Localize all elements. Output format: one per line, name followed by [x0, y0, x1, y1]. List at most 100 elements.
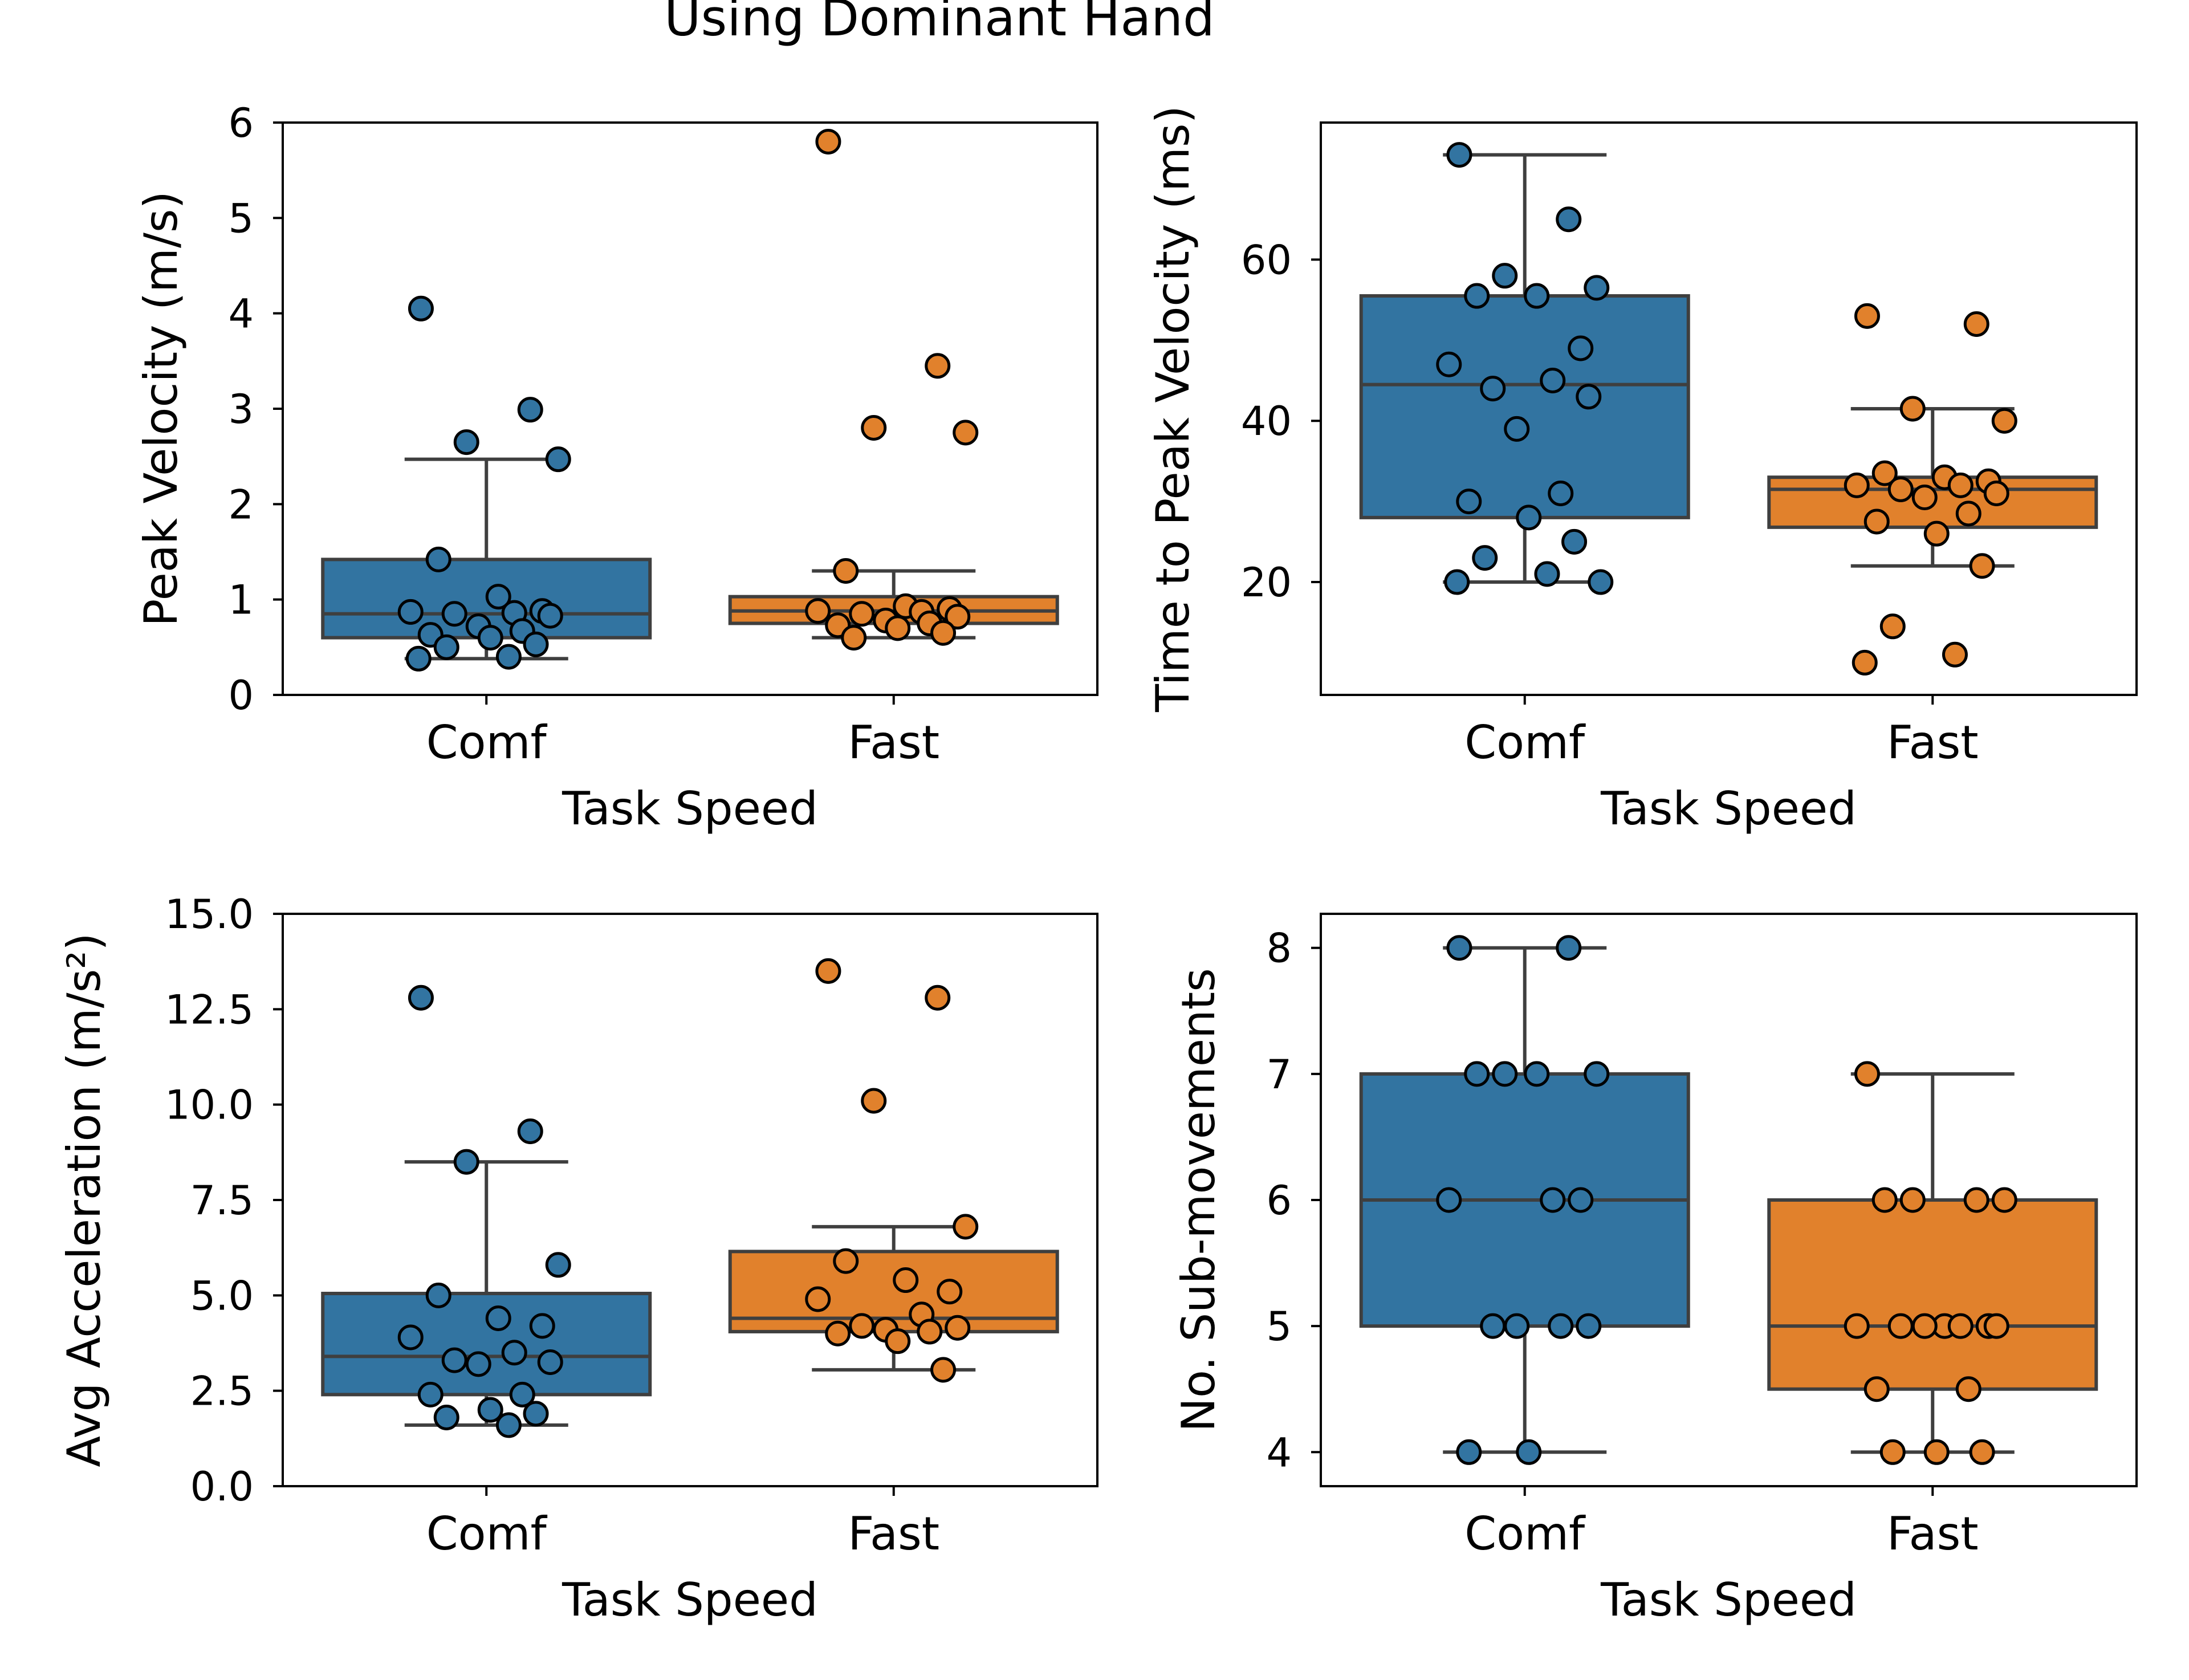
data-point-comf	[1444, 569, 1470, 595]
data-point-comf	[523, 631, 549, 657]
data-point-comf	[1446, 935, 1472, 961]
data-point-comf	[1568, 1187, 1594, 1213]
data-point-fast	[825, 1320, 851, 1347]
data-point-comf	[477, 1397, 503, 1423]
data-point-fast	[930, 1357, 957, 1383]
y-tick-label: 5	[228, 195, 254, 242]
data-point-fast	[893, 1267, 919, 1293]
data-point-comf	[1534, 561, 1560, 587]
data-point-comf	[545, 446, 571, 473]
data-point-fast	[849, 601, 875, 627]
data-point-comf	[1568, 335, 1594, 361]
data-point-comf	[1504, 416, 1530, 442]
data-point-comf	[1576, 384, 1602, 410]
data-point-fast	[1942, 641, 1968, 668]
data-point-fast	[925, 353, 951, 379]
data-point-comf	[1548, 1313, 1574, 1339]
subplot-avg-acceleration: 0.0 2.5 5.0 7.5 10.0 12.5 15.0 Comf Fast Task Spe…	[58, 891, 1098, 1626]
y-tick-label: 0.0	[190, 1463, 254, 1510]
data-point-fast	[1879, 1439, 1906, 1465]
data-point-fast	[1923, 520, 1950, 547]
data-point-comf	[1456, 489, 1482, 515]
y-tick-label: 4	[228, 291, 254, 337]
data-point-fast	[1879, 613, 1906, 640]
data-point-comf	[1492, 1061, 1518, 1087]
data-point-comf	[1584, 275, 1610, 301]
box-fast	[1767, 1198, 2098, 1391]
data-point-comf	[405, 645, 432, 672]
subplot-time-to-peak-velocity: 20 40 60 Comf Fast Task Speed Time to Peak Vel…	[1146, 105, 2138, 835]
data-point-fast	[930, 620, 957, 646]
data-point-fast	[1854, 303, 1880, 329]
x-tick-label-comf: Comf	[1464, 1507, 1586, 1560]
data-point-comf	[1576, 1313, 1602, 1339]
data-point-fast	[1852, 649, 1878, 676]
y-axis-label: Peak Velocity (m/s)	[135, 191, 188, 627]
data-point-comf	[545, 1252, 571, 1278]
data-point-comf	[453, 429, 479, 455]
data-point-comf	[1456, 1439, 1482, 1465]
data-point-comf	[495, 644, 522, 670]
data-point-comf	[408, 985, 434, 1011]
data-point-comf	[397, 599, 424, 625]
data-point-fast	[1955, 501, 1982, 527]
y-tick-label: 20	[1241, 559, 1292, 606]
data-point-fast	[953, 1214, 979, 1240]
x-tick-label-comf: Comf	[426, 716, 548, 769]
y-tick-label: 15.0	[165, 891, 254, 938]
y-tick-label: 2.5	[190, 1368, 254, 1415]
axes-frame	[282, 913, 1098, 1487]
data-point-comf	[1556, 206, 1582, 233]
data-point-comf	[1561, 528, 1588, 555]
data-point-fast	[1955, 1376, 1982, 1402]
y-tick-label: 5	[1266, 1303, 1292, 1350]
data-point-comf	[537, 603, 563, 629]
data-point-comf	[1480, 1313, 1506, 1339]
data-point-comf	[441, 1347, 467, 1373]
data-point-comf	[1556, 935, 1582, 961]
data-point-fast	[1911, 485, 1938, 511]
data-point-fast	[1983, 1313, 2009, 1339]
figure-title: Using Dominant Hand	[664, 0, 1215, 47]
data-point-comf	[509, 1381, 535, 1408]
subplot-sub-movements: 4 5 6 7 8 Comf Fast Task Speed No. Sub-movements	[1172, 913, 2138, 1626]
y-axis-label: No. Sub-movements	[1172, 968, 1225, 1432]
data-point-comf	[1588, 569, 1614, 595]
data-point-comf	[433, 1405, 459, 1431]
y-tick-label: 3	[228, 386, 254, 433]
x-tick-label-fast: Fast	[1887, 716, 1979, 769]
data-point-comf	[1464, 283, 1490, 309]
data-point-comf	[1584, 1061, 1610, 1087]
data-point-fast	[1947, 1313, 1974, 1339]
data-point-fast	[1923, 1439, 1950, 1465]
data-point-comf	[417, 1381, 444, 1408]
y-tick-label: 6	[1266, 1177, 1292, 1224]
data-point-fast	[1991, 408, 2017, 434]
data-point-comf	[1516, 1439, 1542, 1465]
data-point-fast	[849, 1313, 875, 1339]
y-tick-label: 5.0	[190, 1272, 254, 1319]
data-point-comf	[441, 601, 467, 627]
data-point-comf	[1548, 480, 1574, 506]
data-point-fast	[1969, 553, 1995, 579]
data-point-comf	[477, 625, 503, 651]
y-axis-label: Avg Acceleration (m/s²)	[58, 933, 111, 1467]
data-point-fast	[917, 1319, 943, 1345]
y-tick-label: 7	[1266, 1051, 1292, 1098]
x-tick-label-fast: Fast	[848, 716, 939, 769]
y-tick-label: 0	[228, 672, 254, 719]
data-point-fast	[1899, 1187, 1926, 1213]
data-point-fast	[1963, 1187, 1989, 1213]
data-point-comf	[465, 1351, 491, 1377]
data-point-fast	[1983, 480, 2009, 506]
data-point-fast	[1844, 472, 1870, 498]
data-point-fast	[861, 414, 887, 441]
y-tick-label: 12.5	[165, 986, 254, 1033]
x-axis-label: Task Speed	[562, 1573, 818, 1626]
y-tick-label: 1	[228, 577, 254, 624]
x-tick-label-fast: Fast	[848, 1507, 939, 1560]
data-point-fast	[1864, 1376, 1890, 1402]
data-point-comf	[408, 295, 434, 322]
data-point-fast	[833, 558, 859, 584]
data-point-comf	[529, 1313, 555, 1339]
